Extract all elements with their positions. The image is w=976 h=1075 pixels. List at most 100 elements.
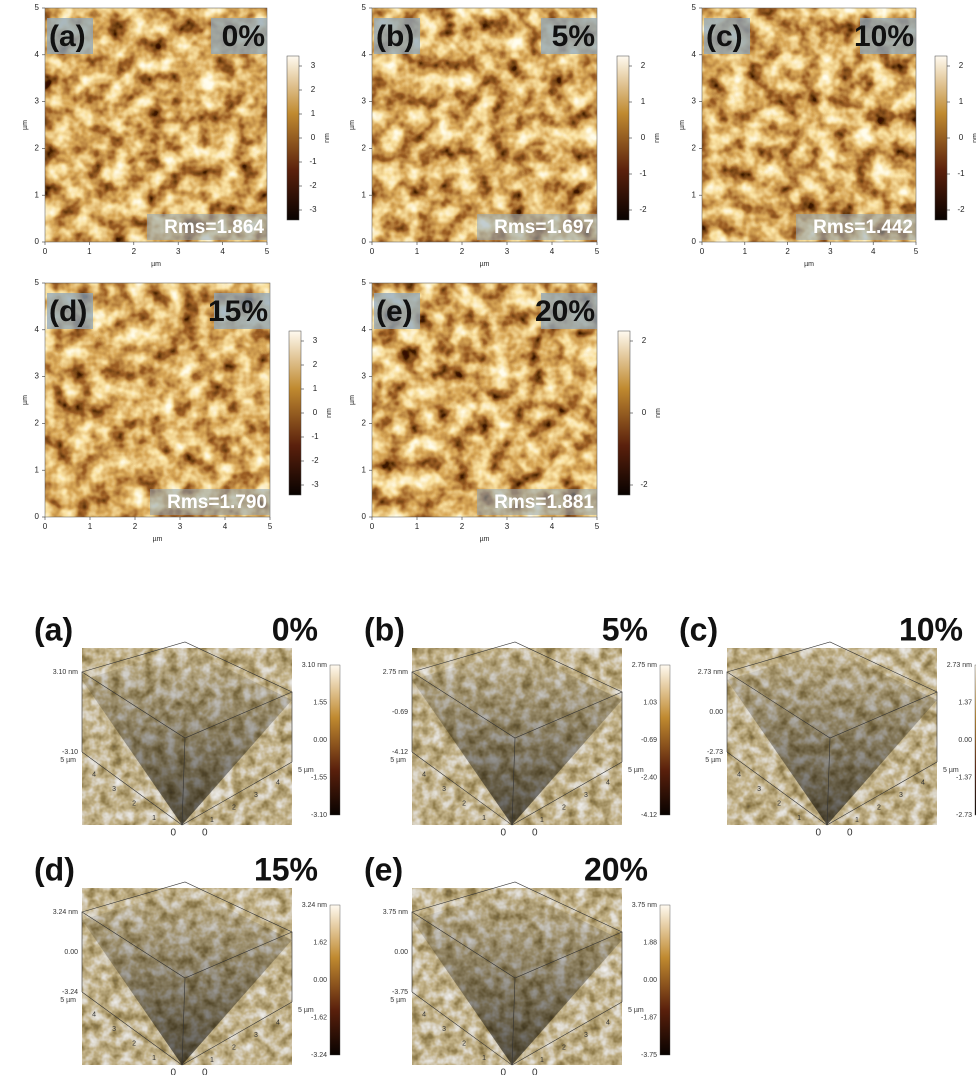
x-axis-label: µm <box>480 536 490 543</box>
x-tick-label: 3 <box>828 247 833 256</box>
colorbar-tick-label: 0 <box>642 408 647 417</box>
axis-label: 5 µm <box>628 1007 644 1014</box>
z-label: -3.10 <box>62 749 78 756</box>
z-label: 0.00 <box>394 949 408 956</box>
colorbar-tick-label: 2 <box>642 336 647 345</box>
colorbar-tick-label: 1 <box>311 109 316 118</box>
x-tick-label: 0 <box>43 522 48 531</box>
z-label: -2.73 <box>707 749 723 756</box>
colorbar-tick-label: 3.10 nm <box>302 662 327 669</box>
afm-3d-panel: (c)10%2.73 nm0.00-2.735 µm432105 µm43210… <box>679 611 976 838</box>
y-tick-label: 5 <box>362 3 367 12</box>
colorbar-tick-label: 1 <box>313 384 318 393</box>
percent-label: 5% <box>602 611 648 647</box>
y-tick-label: 5 <box>35 3 40 12</box>
rms-label: Rms=1.442 <box>813 217 913 238</box>
axis-label: 4 <box>92 1011 96 1018</box>
y-tick-label: 0 <box>35 237 40 246</box>
z-label: 3.10 nm <box>53 669 78 676</box>
x-tick-label: 5 <box>595 247 600 256</box>
colorbar <box>660 905 670 1055</box>
y-tick-label: 2 <box>35 144 40 153</box>
axis-label: 2 <box>232 1045 236 1052</box>
afm-panel: (b)5%Rms=1.697012345012345µmµm210-1-2nm <box>349 3 661 268</box>
colorbar-tick-label: 2 <box>959 61 964 70</box>
x-tick-label: 3 <box>176 247 181 256</box>
colorbar-tick-label: 1 <box>959 97 964 106</box>
y-tick-label: 2 <box>35 419 40 428</box>
percent-label: 0% <box>272 611 318 647</box>
axis-label: 2 <box>562 1045 566 1052</box>
colorbar-label: nm <box>972 133 976 143</box>
colorbar-tick-label: 2 <box>311 85 316 94</box>
colorbar-tick-label: 0.00 <box>958 737 972 744</box>
percent-label: 15% <box>208 295 268 328</box>
y-tick-label: 1 <box>35 190 40 199</box>
colorbar-tick-label: -1 <box>639 169 647 178</box>
axis-label: 0 <box>500 1068 506 1075</box>
axis-label: 0 <box>202 1068 208 1075</box>
axis-label: 2 <box>877 805 881 812</box>
x-tick-label: 4 <box>550 247 555 256</box>
axis-label: 2 <box>462 801 466 808</box>
y-tick-label: 5 <box>362 278 367 287</box>
colorbar-tick-label: -1.55 <box>311 774 327 781</box>
axis-label: 2 <box>777 801 781 808</box>
axis-label: 2 <box>132 1041 136 1048</box>
colorbar-label: nm <box>655 408 662 418</box>
axis-label: 1 <box>152 1055 156 1062</box>
z-label: -0.69 <box>392 709 408 716</box>
axis-label: 5 µm <box>298 767 314 774</box>
axis-label: 1 <box>210 817 214 824</box>
y-tick-label: 1 <box>692 190 697 199</box>
z-label: -3.75 <box>392 989 408 996</box>
percent-label: 10% <box>899 611 963 647</box>
y-tick-label: 3 <box>692 97 697 106</box>
x-tick-label: 5 <box>914 247 919 256</box>
colorbar-tick-label: 2 <box>641 61 646 70</box>
y-tick-label: 1 <box>362 190 367 199</box>
panel-label: (e) <box>364 851 403 887</box>
colorbar-tick-label: -2.40 <box>641 774 657 781</box>
panel-label: (e) <box>376 295 413 328</box>
colorbar-label: nm <box>654 133 661 143</box>
x-tick-label: 2 <box>460 247 465 256</box>
axis-label: 5 µm <box>943 767 959 774</box>
y-tick-label: 1 <box>35 465 40 474</box>
colorbar-tick-label: 1.55 <box>313 699 327 706</box>
y-tick-label: 5 <box>35 278 40 287</box>
surface-shade <box>82 648 292 825</box>
axis-label: 2 <box>462 1041 466 1048</box>
colorbar <box>330 665 340 815</box>
percent-label: 0% <box>222 20 265 53</box>
axis-label: 4 <box>276 1019 280 1026</box>
panel-label: (b) <box>364 611 405 647</box>
afm-3d-panel: (a)0%3.10 nm-3.105 µm432105 µm432103.10 … <box>34 611 340 838</box>
x-tick-label: 5 <box>265 247 270 256</box>
x-tick-label: 0 <box>370 522 375 531</box>
colorbar <box>935 56 947 220</box>
colorbar-tick-label: 0 <box>313 408 318 417</box>
colorbar <box>330 905 340 1055</box>
colorbar-tick-label: 3.75 nm <box>632 902 657 909</box>
axis-label: 3 <box>584 1032 588 1039</box>
axis-label: 3 <box>584 792 588 799</box>
axis-label: 1 <box>540 1057 544 1064</box>
panel-label: (d) <box>34 851 75 887</box>
afm-panel: (a)0%Rms=1.864012345012345µmµm3210-1-2-3… <box>22 3 331 268</box>
x-tick-label: 1 <box>415 522 420 531</box>
colorbar-tick-label: 1.88 <box>643 939 657 946</box>
y-tick-label: 2 <box>362 144 367 153</box>
y-axis-label: µm <box>349 395 356 405</box>
axis-label: 2 <box>562 805 566 812</box>
colorbar-tick-label: 0.00 <box>643 977 657 984</box>
x-tick-label: 1 <box>743 247 748 256</box>
colorbar-tick-label: -2 <box>640 480 648 489</box>
axis-label: 4 <box>92 771 96 778</box>
percent-label: 20% <box>535 295 595 328</box>
afm-panel: (c)10%Rms=1.442012345012345µmµm210-1-2nm <box>679 3 976 268</box>
rms-label: Rms=1.881 <box>494 492 594 513</box>
x-tick-label: 2 <box>785 247 790 256</box>
axis-label: 1 <box>482 815 486 822</box>
